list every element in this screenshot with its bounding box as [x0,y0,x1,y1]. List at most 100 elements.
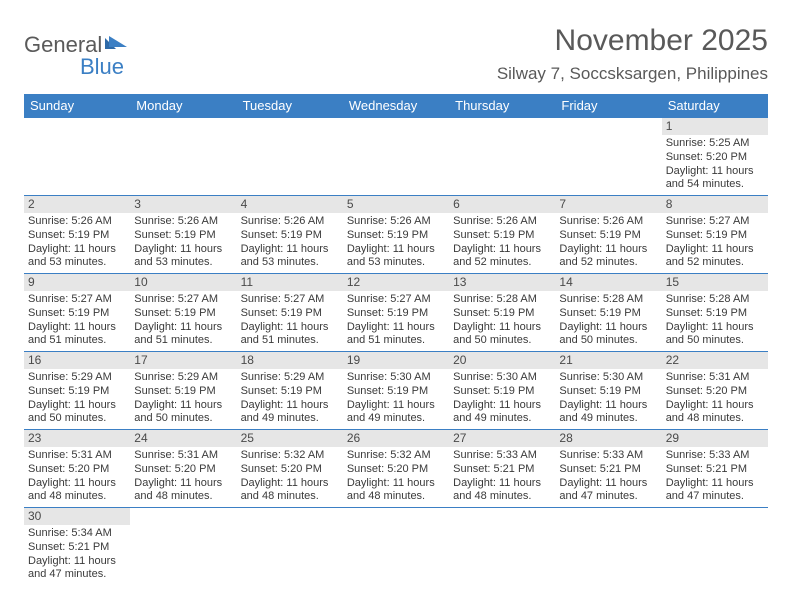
day-of-week-cell: Friday [555,94,661,118]
day-of-week-header: SundayMondayTuesdayWednesdayThursdayFrid… [24,94,768,118]
day-cell [237,508,343,585]
location-subtitle: Silway 7, Soccsksargen, Philippines [497,64,768,84]
day-number: 1 [662,118,768,135]
day-number: 11 [237,274,343,291]
day-details: Sunrise: 5:31 AMSunset: 5:20 PMDaylight:… [28,449,126,504]
day-details: Sunrise: 5:33 AMSunset: 5:21 PMDaylight:… [453,449,551,504]
day-number: 17 [130,352,236,369]
day-number: 9 [24,274,130,291]
page-header: GeneralBlue November 2025 Silway 7, Socc… [24,24,768,84]
day-cell [343,508,449,585]
day-number: 13 [449,274,555,291]
day-of-week-cell: Tuesday [237,94,343,118]
day-number: 5 [343,196,449,213]
day-number: 23 [24,430,130,447]
day-cell [130,508,236,585]
day-of-week-cell: Saturday [662,94,768,118]
day-details: Sunrise: 5:26 AMSunset: 5:19 PMDaylight:… [347,215,445,270]
day-details: Sunrise: 5:26 AMSunset: 5:19 PMDaylight:… [559,215,657,270]
day-number: 7 [555,196,661,213]
day-number: 25 [237,430,343,447]
day-details: Sunrise: 5:33 AMSunset: 5:21 PMDaylight:… [666,449,764,504]
day-cell: 24Sunrise: 5:31 AMSunset: 5:20 PMDayligh… [130,430,236,507]
day-number: 15 [662,274,768,291]
day-details: Sunrise: 5:28 AMSunset: 5:19 PMDaylight:… [559,293,657,348]
day-number: 6 [449,196,555,213]
day-cell: 15Sunrise: 5:28 AMSunset: 5:19 PMDayligh… [662,274,768,351]
week-row: 1 Sunrise: 5:25 AMSunset: 5:20 PMDaylight… [24,118,768,196]
day-cell: 17Sunrise: 5:29 AMSunset: 5:19 PMDayligh… [130,352,236,429]
day-number: 10 [130,274,236,291]
day-details: Sunrise: 5:27 AMSunset: 5:19 PMDaylight:… [666,215,764,270]
day-number: 16 [24,352,130,369]
day-details: Sunrise: 5:34 AMSunset: 5:21 PMDaylight:… [28,527,126,582]
calendar: SundayMondayTuesdayWednesdayThursdayFrid… [24,94,768,585]
day-cell: 16 Sunrise: 5:29 AMSunset: 5:19 PMDayligh… [24,352,130,429]
day-cell: 14Sunrise: 5:28 AMSunset: 5:19 PMDayligh… [555,274,661,351]
day-details: Sunrise: 5:26 AMSunset: 5:19 PMDaylight:… [28,215,126,270]
day-cell [343,118,449,195]
day-cell: 6 Sunrise: 5:26 AMSunset: 5:19 PMDaylight… [449,196,555,273]
day-cell [237,118,343,195]
day-cell: 7 Sunrise: 5:26 AMSunset: 5:19 PMDaylight… [555,196,661,273]
day-cell: 3 Sunrise: 5:26 AMSunset: 5:19 PMDaylight… [130,196,236,273]
day-cell: 9 Sunrise: 5:27 AMSunset: 5:19 PMDaylight… [24,274,130,351]
day-cell: 26Sunrise: 5:32 AMSunset: 5:20 PMDayligh… [343,430,449,507]
day-cell [130,118,236,195]
day-cell: 28Sunrise: 5:33 AMSunset: 5:21 PMDayligh… [555,430,661,507]
day-number: 20 [449,352,555,369]
day-cell [555,118,661,195]
logo-text-2: Blue [24,54,131,80]
day-cell: 8Sunrise: 5:27 AMSunset: 5:19 PMDaylight… [662,196,768,273]
logo: GeneralBlue [24,24,131,80]
day-number: 30 [24,508,130,525]
day-number: 28 [555,430,661,447]
day-details: Sunrise: 5:26 AMSunset: 5:19 PMDaylight:… [241,215,339,270]
day-number: 24 [130,430,236,447]
day-of-week-cell: Wednesday [343,94,449,118]
day-cell: 25 Sunrise: 5:32 AMSunset: 5:20 PMDayligh… [237,430,343,507]
logo-flag-icon [105,29,131,55]
day-number: 27 [449,430,555,447]
week-row: 30 Sunrise: 5:34 AMSunset: 5:21 PMDayligh… [24,508,768,585]
day-cell: 4 Sunrise: 5:26 AMSunset: 5:19 PMDaylight… [237,196,343,273]
day-cell: 22Sunrise: 5:31 AMSunset: 5:20 PMDayligh… [662,352,768,429]
day-number: 4 [237,196,343,213]
day-details: Sunrise: 5:27 AMSunset: 5:19 PMDaylight:… [28,293,126,348]
day-cell: 18 Sunrise: 5:29 AMSunset: 5:19 PMDayligh… [237,352,343,429]
day-details: Sunrise: 5:30 AMSunset: 5:19 PMDaylight:… [347,371,445,426]
day-details: Sunrise: 5:27 AMSunset: 5:19 PMDaylight:… [241,293,339,348]
week-row: 23 Sunrise: 5:31 AMSunset: 5:20 PMDayligh… [24,430,768,508]
day-of-week-cell: Thursday [449,94,555,118]
day-cell [449,118,555,195]
day-cell: 27 Sunrise: 5:33 AMSunset: 5:21 PMDayligh… [449,430,555,507]
day-number: 22 [662,352,768,369]
day-details: Sunrise: 5:28 AMSunset: 5:19 PMDaylight:… [453,293,551,348]
day-cell: 20Sunrise: 5:30 AMSunset: 5:19 PMDayligh… [449,352,555,429]
day-of-week-cell: Sunday [24,94,130,118]
day-cell: 2 Sunrise: 5:26 AMSunset: 5:19 PMDaylight… [24,196,130,273]
day-number: 3 [130,196,236,213]
day-details: Sunrise: 5:29 AMSunset: 5:19 PMDaylight:… [241,371,339,426]
day-cell: 10Sunrise: 5:27 AMSunset: 5:19 PMDayligh… [130,274,236,351]
day-details: Sunrise: 5:30 AMSunset: 5:19 PMDaylight:… [559,371,657,426]
day-cell: 13 Sunrise: 5:28 AMSunset: 5:19 PMDayligh… [449,274,555,351]
day-details: Sunrise: 5:32 AMSunset: 5:20 PMDaylight:… [241,449,339,504]
day-details: Sunrise: 5:26 AMSunset: 5:19 PMDaylight:… [453,215,551,270]
day-details: Sunrise: 5:25 AMSunset: 5:20 PMDaylight:… [666,137,764,192]
day-cell: 23 Sunrise: 5:31 AMSunset: 5:20 PMDayligh… [24,430,130,507]
day-cell: 12 Sunrise: 5:27 AMSunset: 5:19 PMDayligh… [343,274,449,351]
day-number: 12 [343,274,449,291]
day-cell: 21 Sunrise: 5:30 AMSunset: 5:19 PMDayligh… [555,352,661,429]
day-details: Sunrise: 5:26 AMSunset: 5:19 PMDaylight:… [134,215,232,270]
day-cell: 19Sunrise: 5:30 AMSunset: 5:19 PMDayligh… [343,352,449,429]
day-number: 21 [555,352,661,369]
day-details: Sunrise: 5:29 AMSunset: 5:19 PMDaylight:… [28,371,126,426]
day-cell: 1 Sunrise: 5:25 AMSunset: 5:20 PMDaylight… [662,118,768,195]
day-details: Sunrise: 5:27 AMSunset: 5:19 PMDaylight:… [347,293,445,348]
day-number: 18 [237,352,343,369]
day-number: 2 [24,196,130,213]
month-title: November 2025 [497,24,768,58]
title-block: November 2025 Silway 7, Soccsksargen, Ph… [497,24,768,84]
day-cell: 11 Sunrise: 5:27 AMSunset: 5:19 PMDayligh… [237,274,343,351]
